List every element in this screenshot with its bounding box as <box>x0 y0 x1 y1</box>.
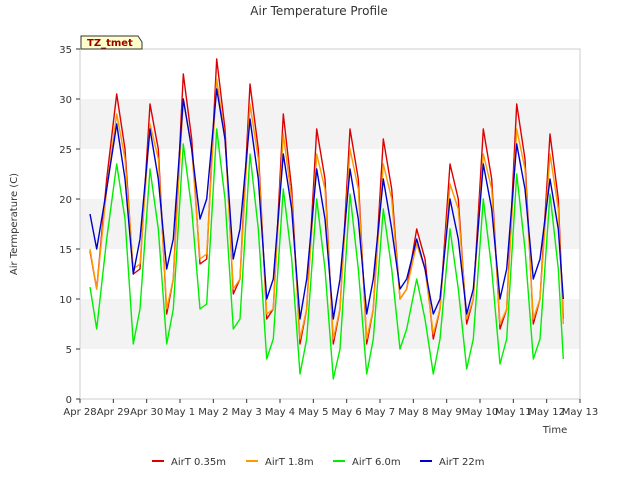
legend: AirT 0.35m AirT 1.8m AirT 6.0m AirT 22m <box>152 457 484 468</box>
legend-label: AirT 0.35m <box>171 457 226 468</box>
series-line-3 <box>89 128 564 380</box>
series-lines <box>89 58 564 380</box>
x-tick-label: Apr 28 <box>63 407 96 418</box>
plot-area-frame <box>79 48 581 400</box>
y-tick-label: 15 <box>59 245 72 256</box>
x-tick-label: May 1 <box>165 407 195 418</box>
x-tick-label: May 12 <box>528 407 565 418</box>
y-tick-label: 10 <box>59 295 72 306</box>
x-tick-label: May 11 <box>495 407 532 418</box>
plot-band <box>80 99 580 149</box>
x-tick-label: May 4 <box>265 407 295 418</box>
plot-band <box>80 149 580 199</box>
x-tick-label: May 5 <box>298 407 328 418</box>
y-tick-label: 20 <box>59 195 72 206</box>
plot-band <box>80 49 580 99</box>
x-tick-label: May 3 <box>232 407 262 418</box>
y-tick-label: 5 <box>66 345 72 356</box>
x-tick-label: May 2 <box>198 407 228 418</box>
y-axis-ticks: 0 5 10 15 20 25 30 35 <box>59 45 80 406</box>
x-tick-label: Apr 30 <box>130 407 163 418</box>
plot-background-bands <box>80 49 580 399</box>
y-axis-label: Air Termperature (C) <box>9 173 20 275</box>
legend-label: AirT 6.0m <box>352 457 401 468</box>
x-axis-ticks: Apr 28 Apr 29 Apr 30 May 1 May 2 May 3 May 4 Ma… <box>63 399 598 418</box>
plot-band <box>80 349 580 399</box>
site-badge: TZ_tmet <box>80 35 143 50</box>
x-tick-label: May 10 <box>462 407 499 418</box>
legend-label: AirT 22m <box>439 457 484 468</box>
x-tick-label: Apr 29 <box>97 407 130 418</box>
site-badge-box <box>80 35 143 50</box>
y-tick-label: 25 <box>59 145 72 156</box>
y-tick-label: 35 <box>59 45 72 56</box>
legend-label: AirT 1.8m <box>265 457 314 468</box>
chart-title: Air Temperature Profile <box>250 4 387 18</box>
x-tick-label: May 7 <box>365 407 395 418</box>
x-tick-label: May 8 <box>398 407 428 418</box>
y-tick-label: 0 <box>66 395 72 406</box>
x-tick-label: May 6 <box>332 407 362 418</box>
series-line-4 <box>89 88 564 320</box>
y-tick-label: 30 <box>59 95 72 106</box>
site-badge-text: TZ_tmet <box>87 38 133 49</box>
x-tick-label: May 9 <box>432 407 462 418</box>
x-axis-label: Time <box>542 425 567 436</box>
x-tick-label: May 13 <box>562 407 599 418</box>
